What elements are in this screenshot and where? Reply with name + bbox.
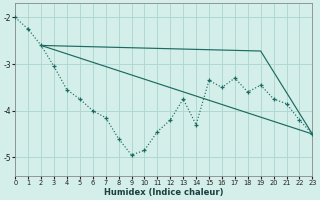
X-axis label: Humidex (Indice chaleur): Humidex (Indice chaleur): [104, 188, 224, 197]
